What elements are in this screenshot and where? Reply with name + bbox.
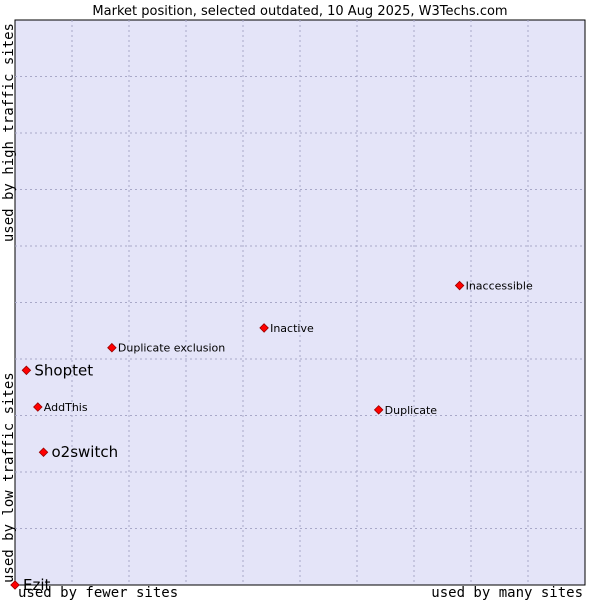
y-axis-label-top: used by high traffic sites	[1, 23, 17, 242]
data-point: Duplicate exclusion	[107, 342, 225, 355]
data-point: AddThis	[33, 401, 88, 414]
data-point-label: Inaccessible	[466, 280, 533, 293]
data-point-label: Ezit	[23, 576, 51, 594]
data-point-label: AddThis	[44, 401, 88, 414]
chart-title: Market position, selected outdated, 10 A…	[92, 4, 507, 19]
data-point: Duplicate	[373, 404, 438, 417]
grid	[15, 20, 585, 585]
x-axis-label-left: used by fewer sites	[18, 585, 178, 600]
data-point: Shoptet	[21, 361, 93, 379]
data-point-marker	[454, 280, 465, 291]
data-point-marker	[10, 580, 20, 590]
data-point-label: o2switch	[52, 443, 119, 461]
data-point-marker	[107, 342, 117, 353]
x-axis-label-right: used by many sites	[431, 585, 583, 600]
data-point-label: Shoptet	[34, 361, 93, 379]
data-point-marker	[21, 365, 32, 376]
data-point: Inactive	[259, 322, 314, 335]
data-point-marker	[38, 447, 49, 457]
data-point-marker	[33, 402, 43, 412]
data-point: Inaccessible	[454, 280, 533, 293]
data-points: Inaccessible Inactive Duplicate exclusion S…	[10, 280, 533, 594]
data-point-label: Duplicate	[385, 404, 438, 417]
data-point: o2switch	[38, 443, 119, 461]
data-point-label: Duplicate exclusion	[118, 342, 225, 355]
data-point-marker	[259, 323, 269, 333]
data-point-marker	[373, 405, 384, 415]
y-axis-label-bottom: used by low traffic sites	[1, 372, 17, 583]
data-point-label: Inactive	[270, 322, 314, 335]
data-point: Ezit	[10, 576, 51, 594]
